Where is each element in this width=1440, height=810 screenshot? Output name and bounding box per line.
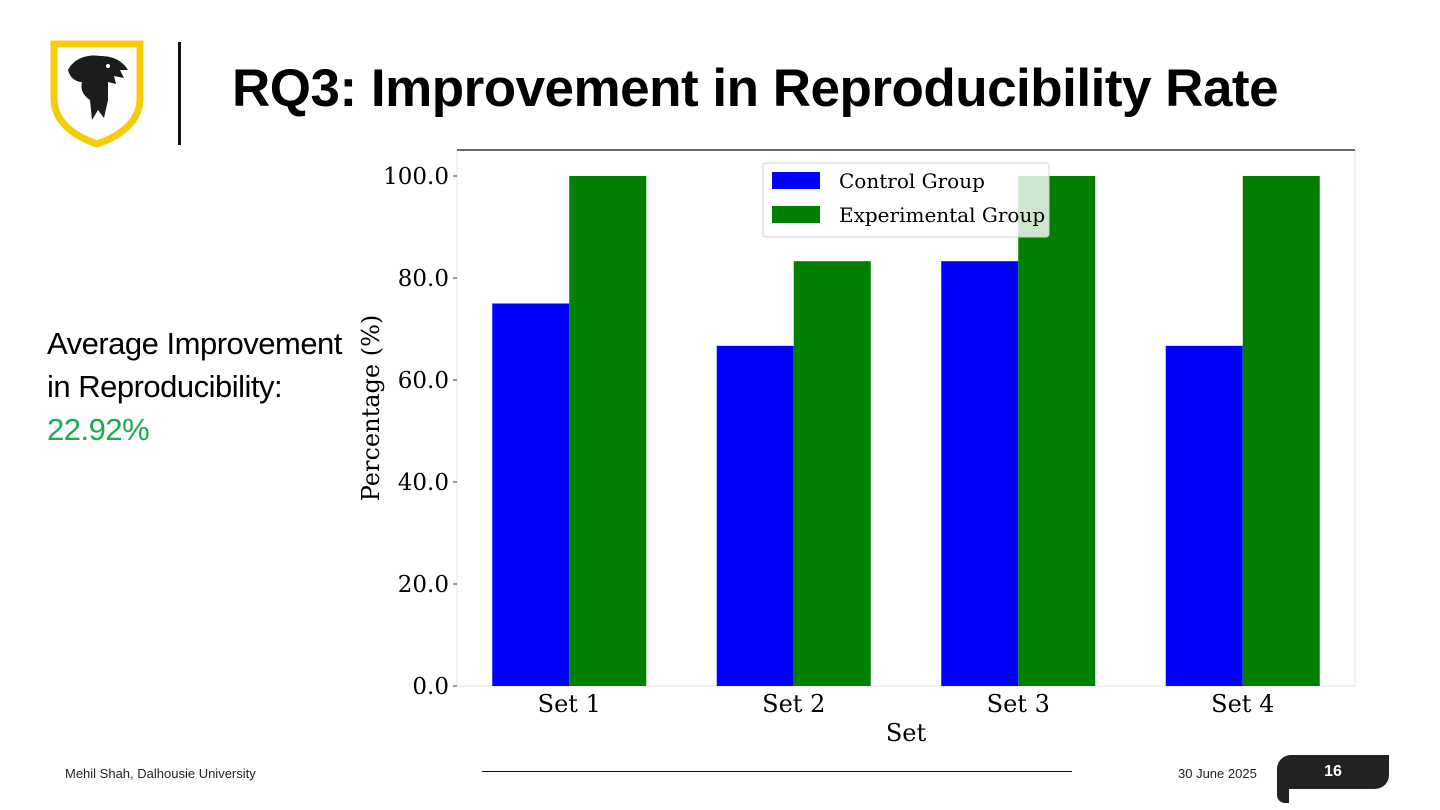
y-tick-label: 100.0 — [383, 164, 449, 190]
y-tick-label: 0.0 — [412, 674, 449, 700]
y-tick-label: 40.0 — [398, 470, 449, 496]
legend-box — [762, 162, 1050, 238]
bar-experimental-3 — [1018, 176, 1096, 686]
title-divider — [178, 42, 181, 145]
summary-line-1: Average Improvement — [47, 326, 342, 361]
legend-swatch-2 — [772, 206, 820, 223]
y-tick-label: 80.0 — [398, 266, 449, 292]
footer-divider — [482, 771, 1072, 772]
bar-experimental-1 — [569, 176, 647, 686]
summary-value: 22.92% — [47, 412, 150, 447]
footer-date: 30 June 2025 — [1178, 766, 1257, 781]
x-tick-label: Set 2 — [762, 690, 825, 718]
x-tick-label: Set 4 — [1211, 690, 1274, 718]
dalhousie-shield-logo-icon — [50, 40, 144, 148]
bar-control-4 — [1165, 345, 1243, 686]
summary-text: Average Improvement in Reproducibility: … — [47, 322, 357, 451]
page-number: 16 — [1324, 763, 1342, 780]
footer-author: Mehil Shah, Dalhousie University — [65, 766, 256, 781]
bar-control-1 — [492, 303, 570, 686]
y-tick-label: 20.0 — [398, 572, 449, 598]
x-tick-label: Set 3 — [987, 690, 1050, 718]
page-number-tab-tail — [1277, 785, 1289, 803]
bar-experimental-2 — [793, 261, 871, 686]
y-tick-label: 60.0 — [398, 368, 449, 394]
summary-line-2: in Reproducibility: — [47, 369, 283, 404]
legend-swatch-1 — [772, 172, 820, 189]
legend-label-1: Control Group — [839, 169, 985, 193]
x-tick-label: Set 1 — [538, 690, 601, 718]
slide-title: RQ3: Improvement in Reproducibility Rate — [232, 59, 1279, 118]
bar-experimental-4 — [1242, 176, 1320, 686]
page-number-tab — [1277, 755, 1389, 789]
x-axis-label: Set — [886, 719, 927, 747]
bar-chart: 0.0 20.0 40.0 60.0 80.0 100.0 Set 1 Set 2 Set 3 S… — [357, 149, 1356, 747]
bar-control-3 — [941, 261, 1019, 686]
bar-control-2 — [716, 345, 794, 686]
y-axis-label: Percentage (%) — [357, 315, 385, 502]
legend-label-2: Experimental Group — [839, 203, 1045, 227]
